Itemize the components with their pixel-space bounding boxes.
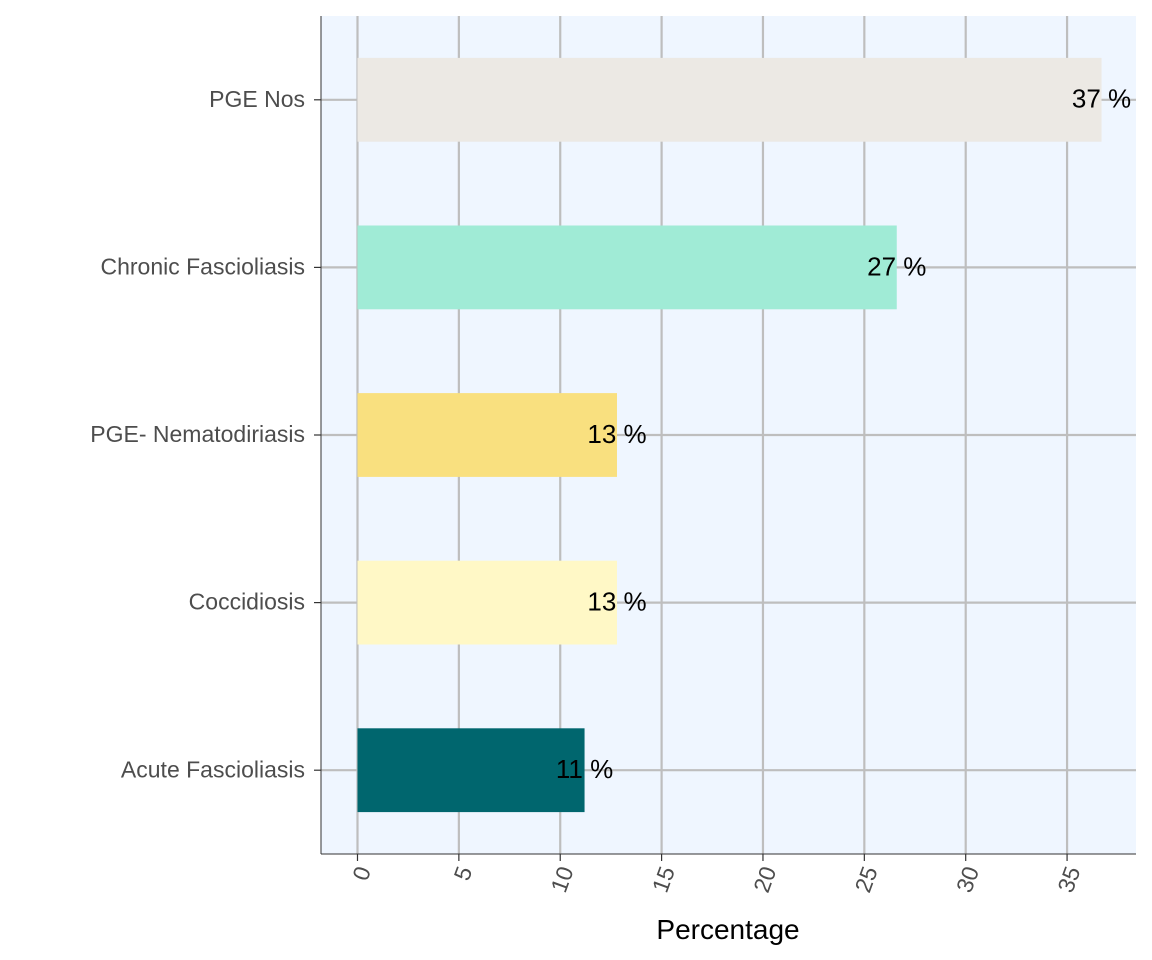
x-axis-title: Percentage <box>656 914 799 945</box>
category-label: Acute Fascioliasis <box>121 756 305 782</box>
x-tick-label: 25 <box>850 863 883 896</box>
category-label: Coccidiosis <box>189 589 305 615</box>
data-label: 13 % <box>587 586 646 616</box>
x-tick-label: 30 <box>951 863 984 896</box>
x-tick-label: 10 <box>545 863 578 896</box>
category-label: PGE- Nematodiriasis <box>90 421 305 447</box>
bar <box>357 560 617 645</box>
bar <box>357 393 617 477</box>
data-labels: 37 % 27 % 13 % 13 % 11 % <box>556 84 1131 784</box>
x-tick-label: 35 <box>1052 863 1085 896</box>
data-label: 11 % <box>556 754 613 784</box>
category-label: PGE Nos <box>209 86 305 112</box>
x-tick-label: 5 <box>448 863 477 884</box>
bar <box>357 728 585 813</box>
category-label: Chronic Fascioliasis <box>100 253 305 279</box>
x-tick-label: 15 <box>647 863 680 896</box>
bar <box>357 57 1102 142</box>
bar <box>357 225 897 310</box>
data-label: 13 % <box>587 419 646 449</box>
y-axis-category-labels: PGE Nos Chronic Fascioliasis PGE- Nematodi… <box>90 86 305 782</box>
x-tick-label: 0 <box>347 863 376 884</box>
bars <box>357 57 1102 813</box>
x-tick-label: 20 <box>748 863 781 896</box>
data-label: 27 % <box>867 251 926 281</box>
data-label: 37 % <box>1072 84 1131 114</box>
